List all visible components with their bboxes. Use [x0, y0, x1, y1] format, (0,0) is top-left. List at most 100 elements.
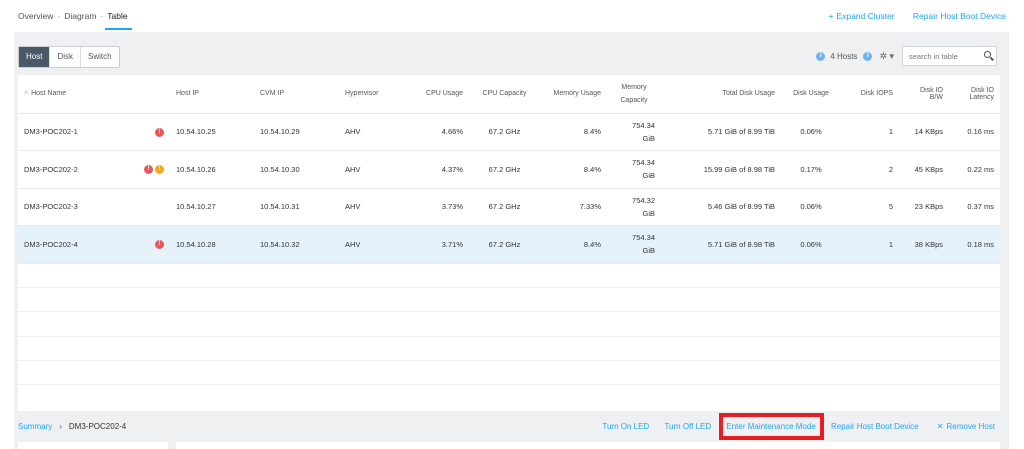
cpu-usage-cell: 4.37% — [403, 150, 469, 189]
top-navigation: Overview · Diagram · Table + Expand Cluster R… — [0, 0, 1024, 30]
hypervisor-cell: AHV — [339, 150, 403, 189]
cpu-usage-cell: 3.71% — [403, 225, 469, 264]
column-header-memory-capacity[interactable]: Memory Capacity — [607, 75, 661, 114]
alert-badges: ! — [155, 240, 164, 249]
expand-cluster-link[interactable]: Expand Cluster — [836, 11, 895, 21]
critical-alert-icon[interactable]: ! — [144, 165, 153, 174]
entity-type-switch: Host Disk Switch — [18, 46, 120, 68]
repair-boot-device-link[interactable]: Repair Host Boot Device — [912, 11, 1006, 21]
column-header-disk-io-bw[interactable]: Disk IO B/W — [899, 75, 949, 114]
tab-table[interactable]: Table — [105, 11, 132, 30]
memory-capacity-value: 754.34 — [632, 120, 655, 130]
host-tab[interactable]: Host — [19, 47, 51, 67]
summary-breadcrumb: Summary › DM3-POC202-4 — [18, 422, 126, 431]
tab-diagram[interactable]: Diagram — [64, 11, 97, 21]
summary-panel-right — [176, 442, 1000, 449]
remove-host-button[interactable]: Remove Host — [946, 422, 995, 431]
switch-tab[interactable]: Switch — [88, 52, 112, 61]
cpu-usage-cell: 3.73% — [403, 188, 469, 226]
warning-alert-icon[interactable]: ! — [155, 165, 164, 174]
summary-panel-left — [18, 442, 168, 449]
disk-io-latency-cell: 0.16 ms — [949, 113, 1000, 151]
cvm-ip-cell: 10.54.10.31 — [254, 188, 339, 226]
alert-badges: !! — [144, 165, 164, 174]
search-icon[interactable] — [984, 51, 991, 58]
sort-icon: ˄ — [24, 90, 29, 98]
critical-alert-icon[interactable]: ! — [155, 240, 164, 249]
memory-capacity-cell: 754.32 GiB — [607, 188, 661, 226]
host-ip-cell: 10.54.10.25 — [170, 113, 254, 151]
cpu-capacity-cell: 67.2 GHz — [469, 225, 540, 264]
hypervisor-cell: AHV — [339, 113, 403, 151]
cvm-ip-cell: 10.54.10.30 — [254, 150, 339, 189]
turn-on-led-button[interactable]: Turn On LED — [602, 422, 650, 431]
column-header-disk-iops[interactable]: Disk IOPS — [841, 75, 899, 114]
repair-host-boot-device-button[interactable]: Repair Host Boot Device — [831, 422, 919, 431]
column-header-disk-usage[interactable]: Disk Usage — [781, 75, 841, 114]
disk-io-bw-cell: 38 KBps — [899, 225, 949, 264]
selected-host-name: DM3-POC202-4 — [68, 422, 127, 431]
top-actions: + Expand Cluster Repair Host Boot Device — [828, 11, 1006, 21]
host-name-cell[interactable]: DM3-POC202-2!! — [18, 150, 170, 189]
empty-row — [18, 287, 1000, 313]
disk-io-latency-cell: 0.22 ms — [949, 150, 1000, 189]
hosts-count: 4 Hosts — [830, 51, 858, 61]
memory-usage-cell: 8.4% — [540, 113, 607, 151]
memory-capacity-cell: 754.34 GiB — [607, 150, 661, 189]
host-ip-cell: 10.54.10.28 — [170, 225, 254, 264]
table-row[interactable]: DM3-POC202-4! 10.54.10.28 10.54.10.32 AHV 3.… — [18, 225, 1000, 264]
empty-row — [18, 360, 1000, 386]
table-row[interactable]: DM3-POC202-2!! 10.54.10.26 10.54.10.30 AHV 4… — [18, 150, 1000, 189]
host-name: DM3-POC202-4 — [24, 239, 78, 249]
info-icon[interactable]: i — [863, 51, 873, 61]
column-header-host-ip[interactable]: Host IP — [170, 75, 254, 114]
info-icon[interactable]: i — [816, 51, 826, 61]
table-toolbar: Host Disk Switch i 4 Hosts i ✲ ▾ — [14, 32, 1009, 75]
empty-row — [18, 263, 1000, 288]
search-input[interactable] — [903, 47, 983, 65]
plus-icon: + — [828, 11, 834, 21]
column-header-host-name[interactable]: ˄ Host Name — [18, 75, 170, 114]
gear-icon[interactable]: ✲ ▾ — [879, 50, 894, 61]
column-header-cvm-ip[interactable]: CVM IP — [254, 75, 339, 114]
host-name-cell[interactable]: DM3-POC202-4! — [18, 225, 170, 264]
total-disk-usage-cell: 15.99 GiB of 8.98 TiB — [661, 150, 781, 189]
critical-alert-icon[interactable]: ! — [155, 127, 164, 137]
memory-usage-cell: 8.4% — [540, 225, 607, 264]
column-header-memory-usage[interactable]: Memory Usage — [540, 75, 607, 114]
enter-maintenance-mode-button[interactable]: Enter Maintenance Mode — [726, 422, 816, 431]
host-ip-cell: 10.54.10.26 — [170, 150, 254, 189]
table-header-row: ˄ Host Name Host IP CVM IP Hypervisor CPU… — [18, 75, 1000, 114]
host-name: DM3-POC202-3 — [24, 202, 78, 212]
column-header-cpu-usage[interactable]: CPU Usage — [403, 75, 469, 114]
host-name-cell[interactable]: DM3-POC202-3 — [18, 188, 170, 226]
table-panel: Host Disk Switch i 4 Hosts i ✲ ▾ ˄ Host — [14, 32, 1009, 449]
disk-iops-cell: 2 — [841, 150, 899, 189]
memory-usage-cell: 8.4% — [540, 150, 607, 189]
alert-badges: ! — [155, 127, 164, 137]
host-actions: Turn On LED Turn Off LED Enter Maintenan… — [589, 422, 995, 431]
table-row[interactable]: DM3-POC202-3 10.54.10.27 10.54.10.31 AHV 3.7… — [18, 188, 1000, 226]
column-header-hypervisor[interactable]: Hypervisor — [339, 75, 403, 114]
disk-io-latency-cell: 0.37 ms — [949, 188, 1000, 226]
host-name-cell[interactable]: DM3-POC202-1! — [18, 113, 170, 151]
column-header-disk-io-latency[interactable]: Disk IO Latency — [949, 75, 1000, 114]
host-summary-bar: Summary › DM3-POC202-4 Turn On LED Turn Of… — [14, 411, 1009, 442]
host-ip-cell: 10.54.10.27 — [170, 188, 254, 226]
disk-tab[interactable]: Disk — [50, 47, 82, 67]
disk-io-bw-cell: 14 KBps — [899, 113, 949, 151]
tab-overview[interactable]: Overview — [18, 11, 54, 21]
column-header-total-disk-usage[interactable]: Total Disk Usage — [661, 75, 781, 114]
disk-io-bw-cell: 23 KBps — [899, 188, 949, 226]
cvm-ip-cell: 10.54.10.29 — [254, 113, 339, 151]
summary-link[interactable]: Summary — [18, 422, 53, 431]
memory-capacity-value: 754.34 — [632, 233, 655, 243]
search-box — [902, 46, 997, 66]
total-disk-usage-cell: 5.71 GiB of 8.99 TiB — [661, 113, 781, 151]
disk-usage-cell: 0.06% — [781, 225, 841, 264]
table-row[interactable]: DM3-POC202-1! 10.54.10.25 10.54.10.29 AHV 4.… — [18, 113, 1000, 151]
turn-off-led-button[interactable]: Turn Off LED — [664, 422, 712, 431]
column-header-cpu-capacity[interactable]: CPU Capacity — [469, 75, 540, 114]
disk-iops-cell: 1 — [841, 225, 899, 264]
memory-capacity-unit: GiB — [642, 171, 655, 181]
